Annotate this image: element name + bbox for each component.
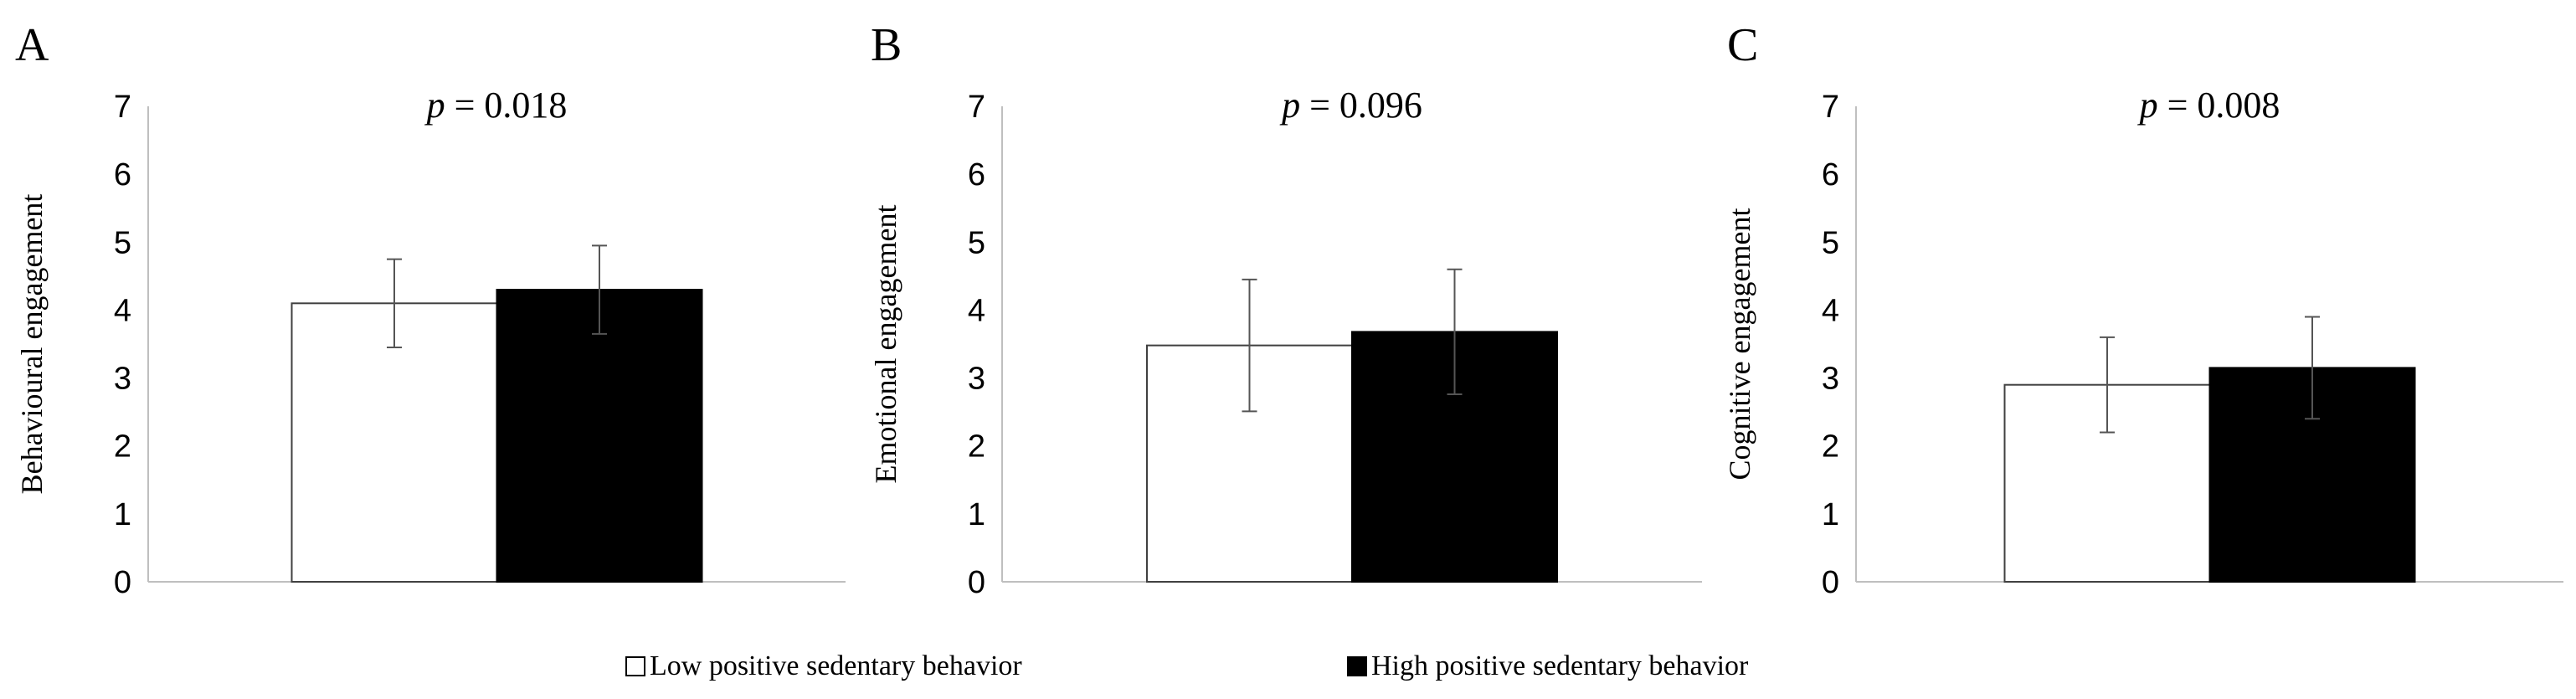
legend-label-low: Low positive sedentary behavior: [650, 650, 1022, 681]
y-tick-label: 2: [114, 429, 131, 465]
p-value-annotation: p = 0.096: [1279, 85, 1422, 126]
y-tick-label: 6: [1822, 157, 1839, 193]
y-tick-label: 2: [1822, 429, 1839, 465]
panel-letter: B: [871, 19, 902, 71]
y-tick-label: 3: [1822, 362, 1839, 397]
p-value: = 0.008: [2167, 85, 2280, 126]
p-value-annotation: p = 0.018: [424, 85, 568, 126]
y-axis-title: Emotional engagement: [869, 205, 902, 484]
y-tick-label: 6: [114, 157, 131, 193]
legend-swatch-high: [1347, 656, 1367, 676]
legend-swatch-low: [625, 656, 645, 676]
bar-low: [1146, 344, 1353, 583]
panel-letter: A: [15, 19, 49, 71]
y-tick-label: 1: [968, 497, 985, 532]
y-tick-label: 4: [114, 293, 131, 328]
p-symbol: p: [424, 85, 455, 126]
p-symbol: p: [2137, 85, 2167, 126]
y-tick-label: 0: [114, 565, 131, 600]
y-tick-label: 5: [114, 225, 131, 260]
y-tick-label: 0: [1822, 565, 1839, 600]
y-tick-label: 5: [968, 225, 985, 260]
y-tick-label: 4: [968, 293, 985, 328]
p-value: = 0.096: [1309, 85, 1422, 126]
p-symbol: p: [1279, 85, 1309, 126]
y-axis-title: Behavioural engagement: [15, 194, 49, 495]
p-value: = 0.018: [455, 85, 568, 126]
y-tick-label: 3: [114, 362, 131, 397]
panel-c: C 0 1 2 3 4 5 6 7 Cognitive engagement p = 0.008: [1723, 19, 2563, 600]
legend-label-high: High positive sedentary behavior: [1371, 650, 1749, 681]
p-value-annotation: p = 0.008: [2137, 85, 2280, 126]
panel-a: A 0 1 2 3 4 5 6 7 Behavioural engagement p = 0.018: [15, 19, 846, 600]
bar-low: [291, 302, 498, 583]
y-tick-label: 0: [968, 565, 985, 600]
y-tick-label: 7: [968, 90, 985, 125]
panel-b: B 0 1 2 3 4 5 6 7 Emotional engagement p = 0.096: [869, 19, 1702, 600]
y-tick-label: 1: [1822, 497, 1839, 532]
y-tick-label: 3: [968, 362, 985, 397]
y-tick-label: 2: [968, 429, 985, 465]
legend: Low positive sedentary behavior High pos…: [625, 650, 1749, 681]
y-axis-title: Cognitive engagement: [1723, 208, 1756, 481]
y-tick-label: 6: [968, 157, 985, 193]
panels: A 0 1 2 3 4 5 6 7 Behavioural engagement p = 0.018…: [15, 19, 2563, 600]
y-tick-label: 5: [1822, 225, 1839, 260]
panel-letter: C: [1727, 19, 1758, 71]
y-tick-label: 7: [114, 90, 131, 125]
y-tick-label: 7: [1822, 90, 1839, 125]
y-tick-label: 1: [114, 497, 131, 532]
y-tick-label: 4: [1822, 293, 1839, 328]
